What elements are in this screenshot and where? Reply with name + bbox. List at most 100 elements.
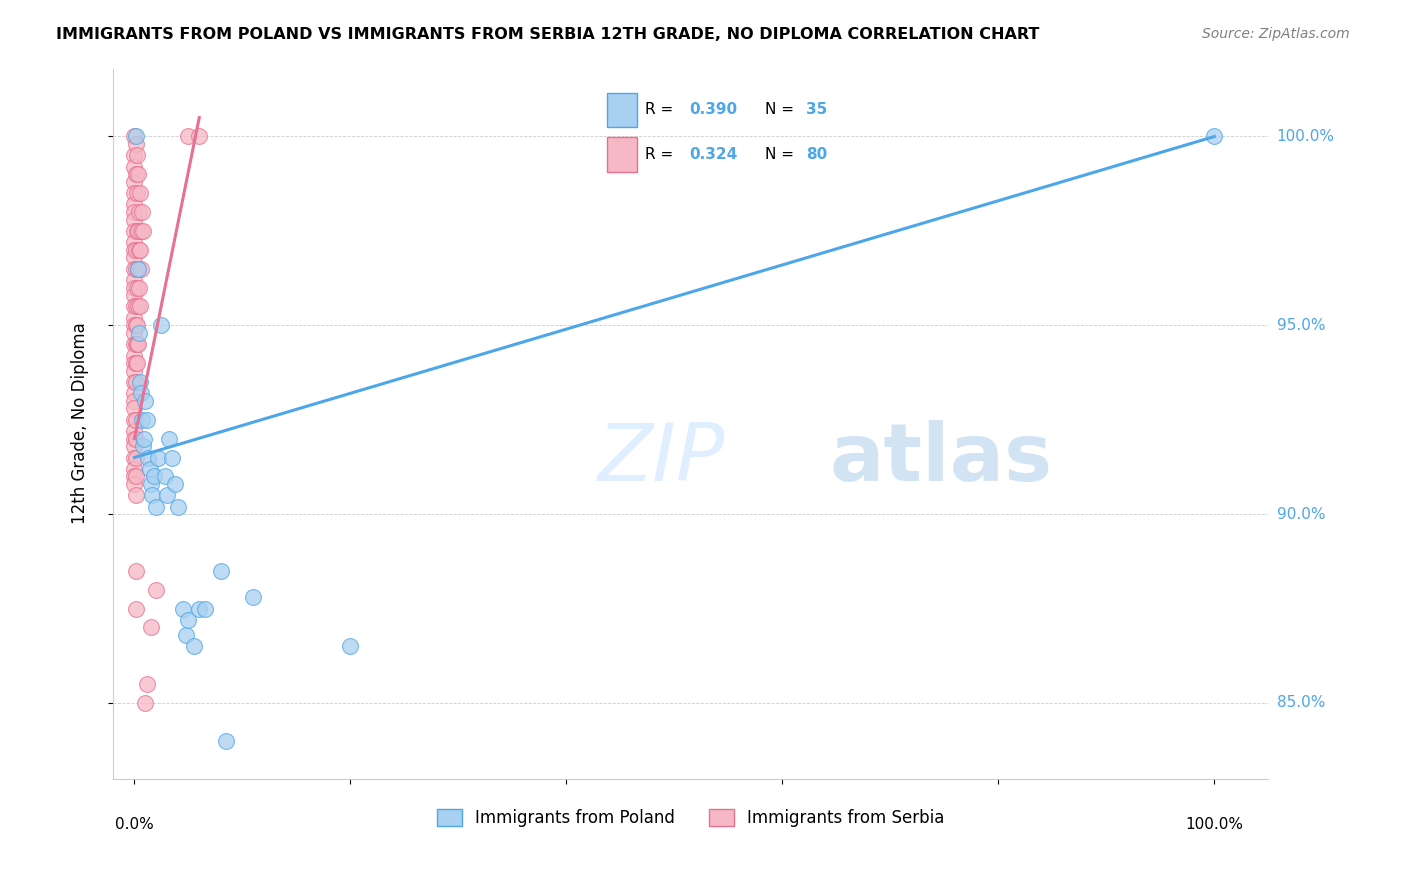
Point (127, 167, 149, 181)
Text: IMMIGRANTS FROM POLAND VS IMMIGRANTS FROM SERBIA 12TH GRADE, NO DIPLOMA CORRELAT: IMMIGRANTS FROM POLAND VS IMMIGRANTS FRO… (56, 27, 1039, 42)
Point (127, 261, 149, 276)
Point (124, 450, 146, 465)
Point (172, 601, 194, 615)
Point (128, 300, 150, 314)
Point (148, 450, 170, 465)
Point (125, 356, 148, 370)
Point (139, 477, 162, 491)
Point (124, 197, 146, 211)
Point (124, 148, 146, 162)
Text: 85.0%: 85.0% (1277, 696, 1324, 711)
Point (134, 432, 156, 446)
Point (125, 224, 148, 238)
Text: 95.0%: 95.0% (1277, 318, 1326, 333)
Point (124, 356, 146, 370)
Point (166, 500, 188, 514)
Point (125, 318, 148, 333)
Point (127, 337, 149, 351)
Point (145, 500, 167, 514)
Point (124, 318, 146, 333)
Point (127, 300, 149, 314)
Point (124, 349, 146, 363)
Point (124, 393, 146, 408)
Point (124, 450, 146, 465)
Point (124, 129, 146, 144)
Point (124, 235, 146, 250)
Point (177, 129, 200, 144)
Point (129, 261, 152, 276)
Point (124, 424, 146, 438)
Point (136, 413, 159, 427)
Point (124, 413, 146, 427)
Point (125, 186, 148, 201)
Point (124, 413, 146, 427)
Point (124, 477, 146, 491)
Text: Source: ZipAtlas.com: Source: ZipAtlas.com (1202, 27, 1350, 41)
Point (132, 439, 155, 453)
Point (134, 393, 156, 408)
Point (162, 450, 184, 465)
Text: atlas: atlas (830, 420, 1053, 498)
Point (194, 601, 217, 615)
Point (125, 148, 148, 162)
Point (124, 310, 146, 325)
Point (124, 337, 146, 351)
Point (124, 224, 146, 238)
Point (124, 386, 146, 401)
Point (124, 439, 146, 453)
Point (129, 386, 152, 401)
Point (136, 677, 159, 691)
Point (124, 337, 146, 351)
Point (134, 696, 156, 710)
Point (131, 413, 153, 427)
Point (124, 243, 146, 257)
Point (188, 129, 211, 144)
Point (142, 469, 165, 483)
Point (150, 318, 173, 333)
Point (124, 186, 146, 201)
Point (124, 136, 146, 151)
Point (128, 205, 150, 219)
Point (124, 300, 146, 314)
Point (124, 462, 146, 476)
Point (177, 613, 200, 627)
Point (138, 450, 160, 465)
Text: ZIP: ZIP (598, 420, 725, 498)
Point (128, 186, 150, 201)
Point (124, 273, 146, 287)
Point (124, 326, 146, 340)
Point (124, 356, 146, 370)
Point (124, 469, 146, 483)
Text: 100.0%: 100.0% (1185, 817, 1243, 832)
Point (157, 432, 180, 446)
Point (174, 628, 197, 642)
Point (129, 224, 152, 238)
Point (188, 601, 211, 615)
Point (128, 243, 150, 257)
Point (209, 564, 232, 578)
Point (183, 640, 205, 654)
Point (128, 280, 150, 294)
Point (124, 432, 146, 446)
Point (124, 212, 146, 227)
Point (124, 364, 146, 378)
Point (215, 733, 238, 747)
Point (165, 477, 187, 491)
Point (124, 167, 146, 181)
Point (124, 205, 146, 219)
Point (124, 300, 146, 314)
Point (145, 582, 167, 597)
Point (138, 462, 160, 476)
Point (125, 337, 148, 351)
Point (156, 488, 179, 502)
Text: 0.0%: 0.0% (115, 817, 153, 832)
Point (128, 326, 150, 340)
Y-axis label: 12th Grade, No Diploma: 12th Grade, No Diploma (72, 323, 89, 524)
Point (124, 175, 146, 189)
Point (124, 261, 146, 276)
Point (127, 224, 149, 238)
Text: 100.0%: 100.0% (1277, 129, 1334, 144)
Point (124, 243, 146, 257)
Point (124, 601, 146, 615)
Point (124, 288, 146, 302)
